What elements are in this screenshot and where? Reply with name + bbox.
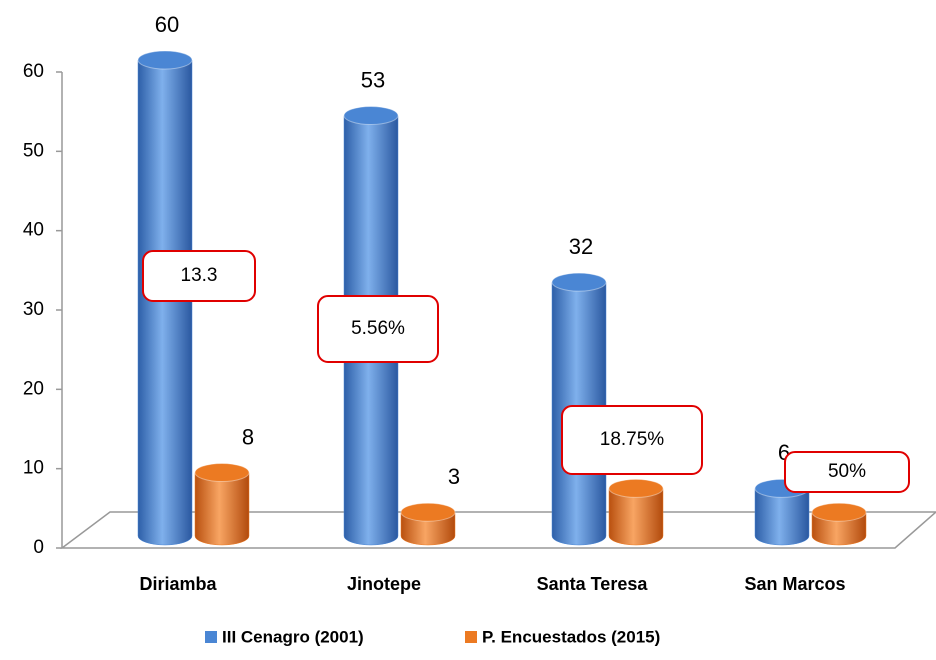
- legend-swatch: [205, 631, 217, 643]
- cylinder: [811, 502, 867, 546]
- annotation-box: [784, 451, 910, 493]
- cylinder-body: [608, 488, 664, 546]
- cylinder-body: [754, 488, 810, 546]
- legend-swatch: [465, 631, 477, 643]
- cylinder-top: [343, 106, 399, 126]
- annotation: 13.3: [181, 265, 218, 286]
- y-tick-label: 10: [23, 458, 44, 479]
- data-label: 8: [242, 424, 254, 449]
- cylinder-top: [811, 502, 867, 522]
- data-label: 53: [361, 67, 385, 92]
- y-tick-label: 40: [23, 220, 44, 241]
- annotation-box: [317, 295, 439, 363]
- cylinder-body: [137, 59, 193, 546]
- x-tick-label: Jinotepe: [347, 574, 421, 594]
- y-tick-label: 60: [23, 61, 44, 82]
- data-label: 60: [155, 12, 179, 37]
- cylinder: [608, 478, 664, 546]
- y-tick-label: 30: [23, 299, 44, 320]
- cylinder: [137, 50, 193, 546]
- cylinder-body: [811, 511, 867, 546]
- legend-label: P. Encuestados (2015): [482, 627, 660, 646]
- cylinder-body: [194, 472, 250, 546]
- x-tick-label: San Marcos: [744, 574, 845, 594]
- cylinder-top: [400, 502, 456, 522]
- annotation-box: [142, 250, 256, 302]
- y-tick-label: 0: [33, 537, 44, 558]
- cylinder-body: [400, 511, 456, 546]
- annotation: 50%: [828, 461, 866, 482]
- legend-label: III Cenagro (2001): [222, 627, 364, 646]
- x-tick-label: Santa Teresa: [537, 574, 649, 594]
- y-tick-label: 50: [23, 140, 44, 161]
- annotation-box: [561, 405, 703, 475]
- cylinder-top: [137, 50, 193, 70]
- y-tick-label: 20: [23, 378, 44, 399]
- cylinder-top: [551, 272, 607, 292]
- cylinder: [400, 502, 456, 546]
- cylinder-top: [194, 463, 250, 483]
- annotation: 18.75%: [600, 429, 665, 450]
- data-label: 32: [569, 234, 593, 259]
- data-label: 3: [448, 464, 460, 489]
- cylinder: [194, 463, 250, 546]
- x-tick-label: Diriamba: [139, 574, 217, 594]
- annotation: 5.56%: [351, 318, 405, 339]
- cylinder-top: [608, 478, 664, 498]
